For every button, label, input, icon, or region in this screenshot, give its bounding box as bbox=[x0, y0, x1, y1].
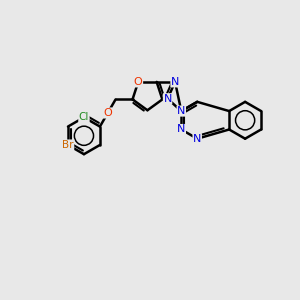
Text: N: N bbox=[177, 124, 185, 134]
Text: O: O bbox=[103, 108, 112, 118]
Text: Br: Br bbox=[62, 140, 74, 150]
Text: O: O bbox=[134, 77, 142, 87]
Text: Cl: Cl bbox=[79, 112, 89, 122]
Text: N: N bbox=[164, 94, 172, 104]
Text: N: N bbox=[171, 77, 179, 87]
Text: N: N bbox=[177, 106, 185, 116]
Text: N: N bbox=[193, 134, 201, 144]
